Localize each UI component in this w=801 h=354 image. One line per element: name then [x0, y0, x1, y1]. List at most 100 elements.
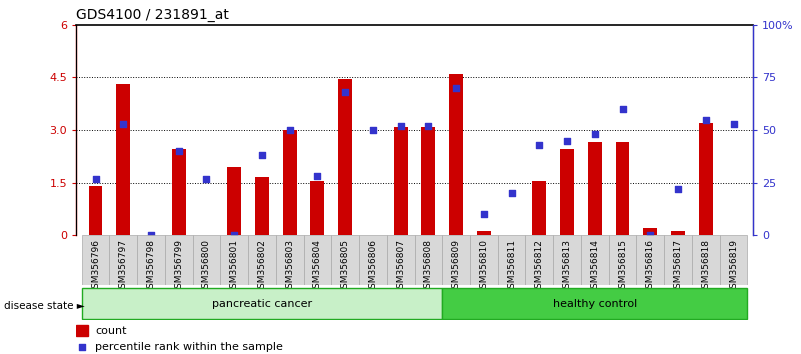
Text: GSM356816: GSM356816 [646, 239, 654, 295]
Point [172, 148, 185, 154]
Bar [227, 167, 241, 235]
Bar [387, 235, 415, 285]
Text: GSM356808: GSM356808 [424, 239, 433, 295]
Point [561, 138, 574, 143]
Bar [255, 177, 269, 235]
Point [117, 121, 130, 127]
Point [671, 186, 684, 192]
Bar [304, 235, 332, 285]
Bar [719, 235, 747, 285]
Bar [442, 235, 470, 285]
Text: GSM356807: GSM356807 [396, 239, 405, 295]
Bar [616, 142, 630, 235]
Text: healthy control: healthy control [553, 298, 637, 309]
Bar [311, 181, 324, 235]
Text: GSM356803: GSM356803 [285, 239, 294, 295]
Text: GSM356797: GSM356797 [119, 239, 127, 295]
Bar [116, 85, 131, 235]
Text: GSM356813: GSM356813 [562, 239, 572, 295]
Bar [692, 235, 719, 285]
Point [339, 89, 352, 95]
Bar [470, 235, 497, 285]
Text: GSM356804: GSM356804 [313, 239, 322, 294]
Bar [637, 235, 664, 285]
Bar [533, 181, 546, 235]
Point [76, 344, 89, 350]
Text: GSM356796: GSM356796 [91, 239, 100, 295]
Text: GSM356814: GSM356814 [590, 239, 599, 294]
Text: GSM356811: GSM356811 [507, 239, 516, 295]
Point [367, 127, 380, 133]
Text: GSM356798: GSM356798 [147, 239, 155, 295]
Text: disease state ►: disease state ► [4, 301, 85, 311]
Point [727, 121, 740, 127]
Text: GSM356809: GSM356809 [452, 239, 461, 295]
Point [394, 123, 407, 129]
Bar [359, 235, 387, 285]
Bar [442, 289, 747, 319]
Point [227, 233, 240, 238]
Bar [477, 231, 491, 235]
Bar [192, 235, 220, 285]
Text: count: count [95, 326, 127, 336]
Bar [588, 142, 602, 235]
Bar [171, 149, 186, 235]
Text: GSM356801: GSM356801 [230, 239, 239, 295]
Bar [89, 185, 103, 235]
Point [449, 85, 462, 91]
Point [89, 176, 102, 181]
Bar [643, 228, 658, 235]
Point [284, 127, 296, 133]
Point [533, 142, 545, 148]
Text: GSM356815: GSM356815 [618, 239, 627, 295]
Text: GSM356817: GSM356817 [674, 239, 682, 295]
Point [311, 173, 324, 179]
Text: GSM356810: GSM356810 [479, 239, 489, 295]
Point [699, 117, 712, 122]
Bar [82, 289, 442, 319]
Bar [76, 325, 88, 336]
Point [477, 212, 490, 217]
Text: percentile rank within the sample: percentile rank within the sample [95, 342, 283, 352]
Bar [248, 235, 276, 285]
Bar [165, 235, 192, 285]
Bar [110, 235, 137, 285]
Point [505, 190, 518, 196]
Bar [664, 235, 692, 285]
Point [422, 123, 435, 129]
Bar [609, 235, 637, 285]
Bar [581, 235, 609, 285]
Text: GSM356806: GSM356806 [368, 239, 377, 295]
Text: pancreatic cancer: pancreatic cancer [212, 298, 312, 309]
Bar [137, 235, 165, 285]
Text: GSM356818: GSM356818 [702, 239, 710, 295]
Text: GSM356799: GSM356799 [175, 239, 183, 295]
Bar [276, 235, 304, 285]
Point [616, 106, 629, 112]
Text: GDS4100 / 231891_at: GDS4100 / 231891_at [76, 8, 229, 22]
Bar [698, 123, 713, 235]
Text: GSM356805: GSM356805 [340, 239, 350, 295]
Bar [560, 149, 574, 235]
Bar [283, 130, 296, 235]
Point [644, 233, 657, 238]
Bar [421, 127, 435, 235]
Point [256, 153, 268, 158]
Bar [82, 235, 110, 285]
Bar [338, 79, 352, 235]
Text: GSM356800: GSM356800 [202, 239, 211, 295]
Bar [332, 235, 359, 285]
Bar [525, 235, 553, 285]
Text: GSM356819: GSM356819 [729, 239, 738, 295]
Bar [553, 235, 581, 285]
Bar [671, 231, 685, 235]
Text: GSM356802: GSM356802 [257, 239, 267, 294]
Point [145, 233, 158, 238]
Text: GSM356812: GSM356812 [535, 239, 544, 294]
Bar [415, 235, 442, 285]
Bar [449, 74, 463, 235]
Bar [394, 127, 408, 235]
Point [589, 131, 602, 137]
Bar [497, 235, 525, 285]
Point [200, 176, 213, 181]
